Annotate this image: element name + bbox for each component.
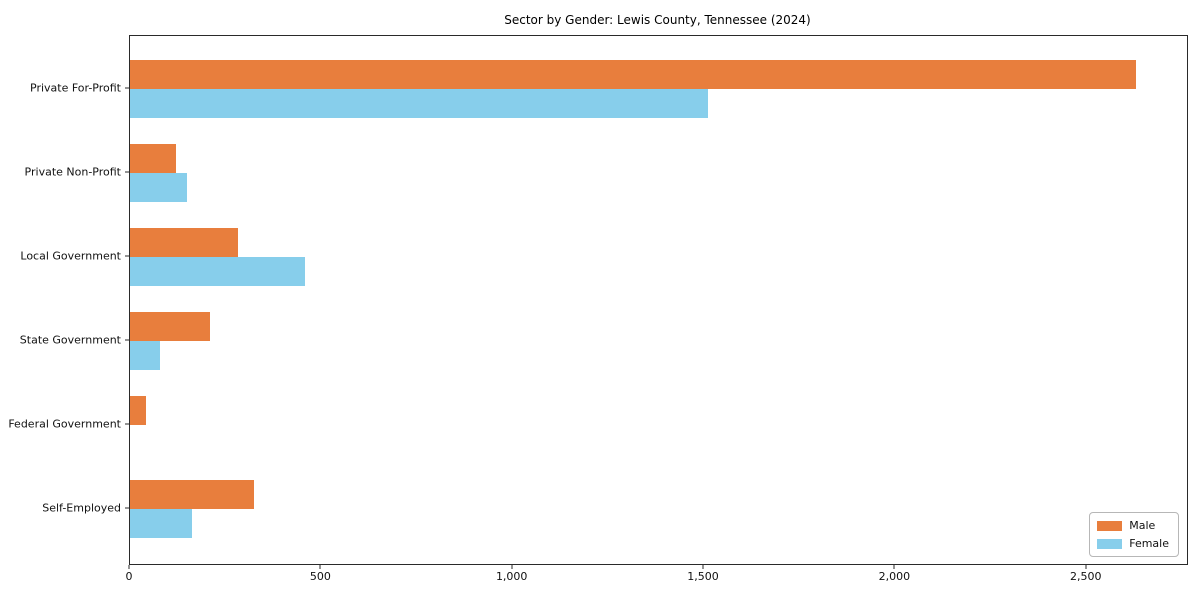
bar-male-self-employed <box>130 480 254 509</box>
xtick-mark <box>893 565 895 569</box>
xtick-mark <box>1085 565 1087 569</box>
ytick-label-private-non-profit: Private Non-Profit <box>24 165 121 179</box>
ytick-mark <box>125 339 129 341</box>
plot-area: Male Female <box>129 35 1188 565</box>
bar-male-state-government <box>130 312 211 341</box>
xtick-mark <box>511 565 513 569</box>
chart-title: Sector by Gender: Lewis County, Tennesse… <box>504 13 811 27</box>
legend-swatch-female <box>1097 538 1123 549</box>
legend-row-female: Female <box>1097 537 1169 550</box>
xtick-label-1-000: 1,000 <box>495 570 528 583</box>
bar-male-federal-government <box>130 396 147 425</box>
bar-female-private-non-profit <box>130 173 188 202</box>
ytick-label-self-employed: Self-Employed <box>42 501 121 515</box>
bar-male-local-government <box>130 228 239 257</box>
xtick-mark <box>319 565 321 569</box>
bar-male-private-non-profit <box>130 144 176 173</box>
legend-swatch-male <box>1097 520 1123 531</box>
bar-female-state-government <box>130 341 160 370</box>
ytick-mark <box>125 507 129 509</box>
ytick-mark <box>125 423 129 425</box>
bar-female-private-for-profit <box>130 89 708 118</box>
ytick-label-local-government: Local Government <box>20 249 121 263</box>
bar-female-self-employed <box>130 509 193 538</box>
ytick-label-federal-government: Federal Government <box>8 417 121 431</box>
xtick-label-2-000: 2,000 <box>878 570 911 583</box>
xtick-label-2-500: 2,500 <box>1069 570 1102 583</box>
ytick-mark <box>125 255 129 257</box>
legend-label-male: Male <box>1129 519 1156 532</box>
ytick-label-private-for-profit: Private For-Profit <box>30 81 121 95</box>
legend-label-female: Female <box>1129 537 1169 550</box>
xtick-mark <box>128 565 130 569</box>
ytick-label-state-government: State Government <box>19 333 121 347</box>
legend: Male Female <box>1089 512 1179 557</box>
bar-female-local-government <box>130 257 305 286</box>
xtick-label-0: 0 <box>125 570 133 583</box>
legend-row-male: Male <box>1097 519 1169 532</box>
bar-male-private-for-profit <box>130 60 1137 89</box>
ytick-mark <box>125 171 129 173</box>
xtick-label-1-500: 1,500 <box>687 570 719 583</box>
xtick-label-500: 500 <box>309 570 331 583</box>
xtick-mark <box>702 565 704 569</box>
ytick-mark <box>125 87 129 89</box>
